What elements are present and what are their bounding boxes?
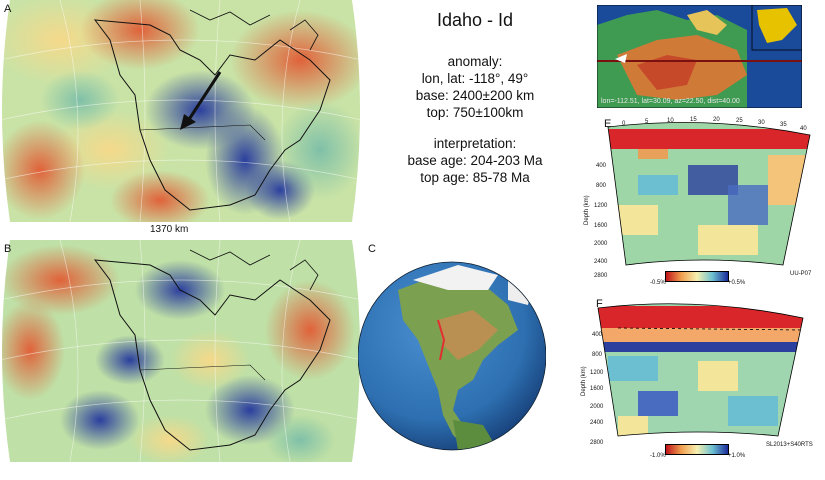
anomaly-base: base: 2400±200 km xyxy=(415,88,535,103)
anomaly-heading: anomaly: xyxy=(447,54,503,69)
e-top-tick: 40 xyxy=(800,126,807,132)
e-scale-min: -0.5% xyxy=(650,280,666,286)
location-caption: lon=-112.51, lat=30.09, az=22.50, dist=4… xyxy=(601,98,740,105)
f-model-name: SL2013+S40RTS xyxy=(766,442,813,448)
e-depth-tick: 800 xyxy=(596,183,607,189)
panel-f-section: F 400 800 1200 1600 2000 2400 2800 Depth… xyxy=(578,296,813,456)
e-top-tick: 5 xyxy=(645,119,649,125)
e-top-tick: 25 xyxy=(736,118,743,124)
panel-c-letter: C xyxy=(368,243,376,255)
e-top-tick: 20 xyxy=(713,117,720,123)
interpretation-top-age: top age: 85-78 Ma xyxy=(420,170,530,185)
panel-b-map: B xyxy=(0,240,362,462)
anomaly-lonlat: lon, lat: -118°, 49° xyxy=(421,71,529,86)
panel-f-letter: F xyxy=(596,298,603,310)
e-colorbar xyxy=(665,271,729,282)
panel-e-section: E 0 5 10 15 20 25 30 35 40 400 800 1200 … xyxy=(578,115,813,285)
e-top-tick: 15 xyxy=(690,117,697,123)
f-depth-tick: 1200 xyxy=(590,370,604,376)
f-depth-tick: 1600 xyxy=(590,386,604,392)
panel-e-letter: E xyxy=(604,118,611,130)
e-top-tick: 0 xyxy=(622,121,626,127)
e-model-name: UU-P07 xyxy=(790,271,812,277)
f-depth-label: Depth (km) xyxy=(581,366,587,396)
cross-section-e: E 0 5 10 15 20 25 30 35 40 400 800 1200 … xyxy=(584,117,811,279)
e-depth-tick: 1200 xyxy=(594,203,608,209)
page-title: Idaho - Id xyxy=(436,10,514,30)
panel-c-globe xyxy=(357,250,547,462)
panel-a-letter: A xyxy=(4,3,12,15)
e-depth-tick: 2400 xyxy=(594,259,608,265)
location-map: lon=-112.51, lat=30.09, az=22.50, dist=4… xyxy=(596,4,803,109)
anomaly-top: top: 750±100km xyxy=(426,105,524,120)
e-scale-max: +0.5% xyxy=(728,280,746,286)
f-depth-tick: 800 xyxy=(592,352,603,358)
cross-section-f: F 400 800 1200 1600 2000 2400 2800 Depth… xyxy=(581,298,804,446)
scale-label: 1370 km xyxy=(150,224,189,235)
e-top-tick: 30 xyxy=(758,120,765,126)
e-top-tick: 35 xyxy=(780,122,787,128)
panel-d-map: lon=-112.51, lat=30.09, az=22.50, dist=4… xyxy=(596,4,803,109)
e-depth-tick: 1600 xyxy=(594,223,608,229)
e-depth-tick: 400 xyxy=(596,163,607,169)
panel-b-letter: B xyxy=(4,243,11,255)
f-depth-tick: 2400 xyxy=(590,420,604,426)
panel-a-map: A xyxy=(0,0,362,222)
e-top-tick: 10 xyxy=(667,118,674,124)
f-depth-tick: 2000 xyxy=(590,404,604,410)
interpretation-heading: interpretation: xyxy=(433,136,517,151)
tomography-map-a: A xyxy=(2,0,360,222)
e-depth-tick: 2000 xyxy=(594,241,608,247)
f-scale-max: +1.0% xyxy=(728,453,746,459)
globe-image xyxy=(357,261,547,451)
tomography-map-b: B xyxy=(2,240,360,462)
e-depth-label: Depth (km) xyxy=(584,195,590,225)
f-colorbar xyxy=(665,444,729,455)
f-depth-tick: 2800 xyxy=(590,440,604,446)
info-block: Idaho - Id anomaly: lon, lat: -118°, 49°… xyxy=(375,10,575,186)
f-depth-tick: 400 xyxy=(592,332,603,338)
interpretation-base-age: base age: 204-203 Ma xyxy=(407,153,543,168)
f-scale-min: -1.0% xyxy=(650,453,666,459)
e-depth-tick: 2800 xyxy=(594,273,608,279)
